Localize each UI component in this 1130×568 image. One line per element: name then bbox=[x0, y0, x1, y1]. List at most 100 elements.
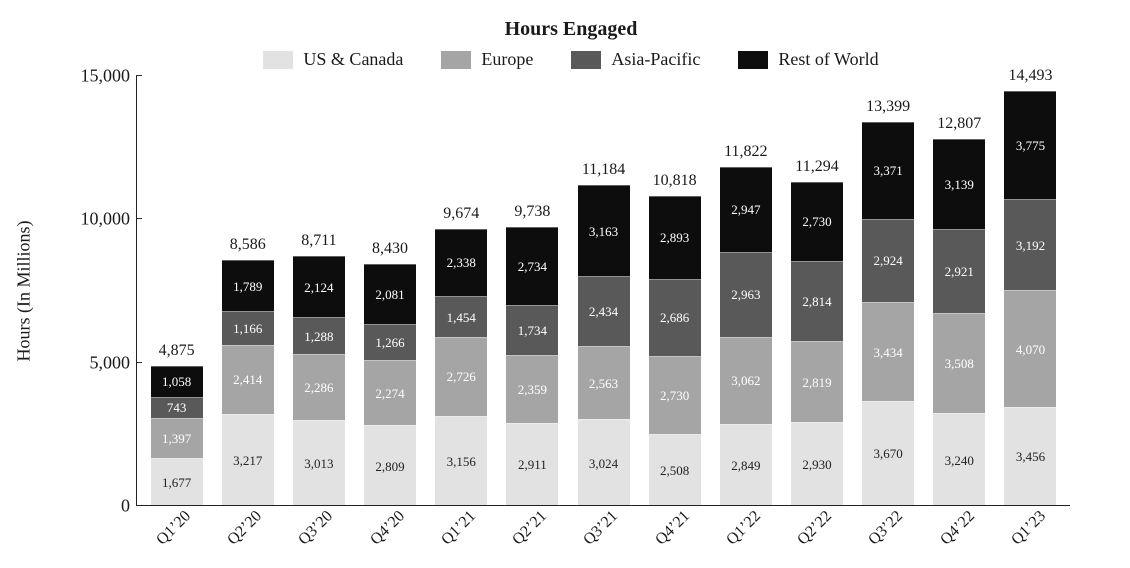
bar-total-label: 12,807 bbox=[937, 115, 981, 133]
legend-item: Europe bbox=[441, 49, 533, 70]
bar-segment-label: 2,081 bbox=[375, 288, 404, 301]
bar-segment-label: 1,734 bbox=[518, 324, 547, 337]
legend-label: Europe bbox=[481, 49, 533, 70]
bar: 13,399 3,670 3,434 2,924 3,371 bbox=[853, 98, 924, 506]
bar-segment-us-canada: 3,240 bbox=[933, 413, 985, 506]
bar-segment-us-canada: 3,024 bbox=[578, 419, 630, 506]
bar-total-label: 8,430 bbox=[372, 240, 408, 258]
y-tick-label: 10,000 bbox=[70, 209, 130, 230]
bar-total-label: 14,493 bbox=[1008, 67, 1052, 85]
x-tick-label: Q3’22 bbox=[855, 497, 918, 560]
x-tick-label: Q1’23 bbox=[997, 497, 1060, 560]
bar-segment-europe: 1,397 bbox=[151, 418, 203, 458]
bar-segment-label: 3,217 bbox=[233, 454, 262, 467]
bar-segment-label: 4,070 bbox=[1016, 343, 1045, 356]
bar-segment-rest-of-world: 3,371 bbox=[862, 122, 914, 219]
x-tick-label: Q2’20 bbox=[214, 497, 277, 560]
bar-stack: 2,809 2,274 1,266 2,081 bbox=[364, 264, 416, 506]
bar-stack: 2,508 2,730 2,686 2,893 bbox=[649, 196, 701, 506]
legend: US & Canada Europe Asia-Pacific Rest of Wor… bbox=[72, 49, 1070, 70]
bar-segment-label: 1,166 bbox=[233, 322, 262, 335]
bar-segment-europe: 2,563 bbox=[578, 346, 630, 419]
bar-segment-europe: 2,730 bbox=[649, 356, 701, 434]
bar-segment-europe: 3,508 bbox=[933, 313, 985, 414]
bar-segment-label: 2,963 bbox=[731, 288, 760, 301]
bar-segment-asia-pacific: 2,924 bbox=[862, 219, 914, 303]
bar-segment-label: 3,192 bbox=[1016, 239, 1045, 252]
y-tick-label: 5,000 bbox=[70, 352, 130, 373]
bar-segment-asia-pacific: 743 bbox=[151, 397, 203, 418]
legend-item: Asia-Pacific bbox=[571, 49, 700, 70]
bar-segment-label: 2,730 bbox=[802, 215, 831, 228]
bar-stack: 3,4564,0703,1923,775 bbox=[1004, 91, 1056, 506]
bar-segment-label: 2,849 bbox=[731, 459, 760, 472]
bar-segment-label: 1,789 bbox=[233, 280, 262, 293]
legend-swatch bbox=[571, 51, 601, 69]
bar-total-label: 11,822 bbox=[724, 143, 767, 161]
bar-segment-label: 1,677 bbox=[162, 476, 191, 489]
legend-label: Asia-Pacific bbox=[611, 49, 700, 70]
bar-segment-europe: 3,434 bbox=[862, 302, 914, 400]
bar-segment-label: 2,924 bbox=[874, 254, 903, 267]
legend-label: US & Canada bbox=[303, 49, 403, 70]
bar: 11,2942,9302,8192,8142,730 bbox=[781, 158, 852, 506]
bar: 4,8751,6771,3977431,058 bbox=[141, 342, 212, 506]
x-tick-label: Q4’22 bbox=[926, 497, 989, 560]
bar-segment-label: 2,930 bbox=[802, 458, 831, 471]
y-tick-label: 0 bbox=[70, 496, 130, 517]
bar-segment-label: 2,809 bbox=[375, 460, 404, 473]
bar-segment-rest-of-world: 2,734 bbox=[506, 227, 558, 305]
bar-segment-europe: 2,274 bbox=[364, 360, 416, 425]
bar-segment-rest-of-world: 2,081 bbox=[364, 264, 416, 324]
bar-segment-label: 2,686 bbox=[660, 311, 689, 324]
x-axis-labels: Q1’20Q2’20Q3’20Q4’20Q1’21Q2’21Q3’21Q4’21… bbox=[136, 514, 1070, 532]
bar-segment-label: 2,508 bbox=[660, 464, 689, 477]
bar-segment-label: 2,893 bbox=[660, 231, 689, 244]
bar-segment-label: 2,563 bbox=[589, 377, 618, 390]
bar: 14,4933,4564,0703,1923,775 bbox=[995, 67, 1066, 506]
x-tick-label: Q2’21 bbox=[499, 497, 562, 560]
bar-total-label: 9,674 bbox=[443, 205, 479, 223]
bar-segment-label: 2,947 bbox=[731, 203, 760, 216]
bar-total-label: 8,711 bbox=[301, 232, 336, 250]
bar-segment-label: 3,434 bbox=[874, 346, 903, 359]
bar-segment-label: 3,024 bbox=[589, 457, 618, 470]
bar-segment-label: 2,814 bbox=[802, 295, 831, 308]
bar-segment-us-canada: 3,670 bbox=[862, 401, 914, 506]
bar-segment-europe: 4,070 bbox=[1004, 290, 1056, 407]
bar-segment-us-canada: 2,849 bbox=[720, 424, 772, 506]
bar-total-label: 13,399 bbox=[866, 98, 910, 116]
bar-segment-asia-pacific: 1,454 bbox=[435, 296, 487, 338]
bar-total-label: 8,586 bbox=[230, 236, 266, 254]
bar: 8,430 2,809 2,274 1,266 2,081 bbox=[354, 240, 425, 506]
bar-segment-us-canada: 3,013 bbox=[293, 420, 345, 506]
bar-stack: 3,1562,7261,4542,338 bbox=[435, 229, 487, 506]
bar-segment-label: 3,163 bbox=[589, 225, 618, 238]
chart-title: Hours Engaged bbox=[72, 18, 1070, 41]
bar-segment-label: 2,286 bbox=[304, 381, 333, 394]
bar-segment-label: 3,062 bbox=[731, 374, 760, 387]
bar: 12,807 3,2403,5082,9213,139 bbox=[924, 115, 995, 506]
bar-segment-europe: 2,414 bbox=[222, 345, 274, 414]
bar: 10,8182,5082,7302,6862,893 bbox=[639, 172, 710, 506]
bar-segment-label: 3,456 bbox=[1016, 450, 1045, 463]
bar-segment-us-canada: 3,217 bbox=[222, 414, 274, 506]
bar-segment-label: 3,670 bbox=[874, 447, 903, 460]
bar-stack: 3,2403,5082,9213,139 bbox=[933, 139, 985, 506]
bar-segment-label: 1,266 bbox=[375, 336, 404, 349]
bar-segment-asia-pacific: 1,166 bbox=[222, 311, 274, 344]
legend-swatch bbox=[263, 51, 293, 69]
plot: 4,8751,6771,3977431,0588,5863,2172,4141,… bbox=[136, 76, 1070, 506]
bar-segment-rest-of-world: 2,124 bbox=[293, 256, 345, 317]
bar-segment-label: 1,397 bbox=[162, 432, 191, 445]
bar-segment-rest-of-world: 2,730 bbox=[791, 182, 843, 260]
x-tick-label: Q1’22 bbox=[712, 497, 775, 560]
x-tick-label: Q4’21 bbox=[641, 497, 704, 560]
bar-segment-label: 2,819 bbox=[802, 376, 831, 389]
bar-segment-us-canada: 2,809 bbox=[364, 425, 416, 506]
legend-label: Rest of World bbox=[778, 49, 878, 70]
bar-total-label: 4,875 bbox=[159, 342, 195, 360]
bar-stack: 2,849 3,062 2,963 2,947 bbox=[720, 167, 772, 506]
bar-segment-us-canada: 2,911 bbox=[506, 423, 558, 506]
bar-segment-asia-pacific: 1,266 bbox=[364, 324, 416, 360]
